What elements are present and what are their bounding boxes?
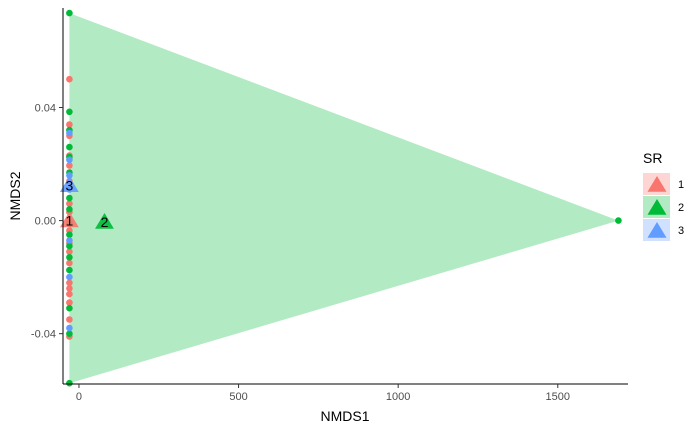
x-tick-label: 1000 — [386, 391, 410, 403]
x-tick-label: 0 — [76, 391, 82, 403]
centroid-label-sr1: 1 — [66, 213, 74, 229]
centroid-layer: 1 2 3 — [59, 176, 114, 230]
point-sr2-9 — [66, 231, 73, 238]
x-tick-label: 500 — [229, 391, 247, 403]
point-sr3-6 — [66, 324, 73, 332]
y-tick-label: 0.00 — [35, 216, 56, 228]
point-sr1-12 — [66, 259, 73, 267]
hull-group-2 — [69, 13, 619, 384]
x-ticks: 0 500 1000 1500 — [76, 384, 570, 403]
legend: SR 1 2 3 — [643, 150, 684, 241]
point-sr2-11 — [66, 253, 73, 261]
legend-label-sr2: 2 — [678, 202, 684, 214]
y-tick-label: 0.04 — [35, 103, 56, 115]
point-sr1-16 — [66, 299, 73, 306]
centroid-triangle-sr2 — [95, 213, 114, 229]
legend-label-sr3: 3 — [678, 225, 684, 237]
point-sr1-4 — [66, 162, 73, 169]
y-axis-title: NMDS2 — [7, 171, 23, 220]
point-sr2-12 — [66, 266, 73, 274]
hull-layer — [69, 13, 619, 384]
point-sr2-16 — [615, 217, 622, 224]
y-ticks: -0.04 0.00 0.04 — [31, 103, 63, 341]
point-sr1-17 — [66, 316, 73, 323]
legend-title: SR — [643, 150, 662, 166]
point-sr3-5 — [66, 273, 73, 281]
centroid-label-sr3: 3 — [66, 177, 74, 193]
point-sr2-0 — [66, 9, 73, 17]
legend-key-triangle-sr2 — [647, 199, 667, 215]
centroid-triangle-sr1 — [59, 211, 79, 228]
x-axis-title: NMDS1 — [320, 408, 369, 424]
point-sr3-2 — [66, 172, 73, 179]
point-sr3-1 — [66, 156, 73, 164]
legend-label-sr1: 1 — [678, 179, 684, 191]
x-tick-label: 1500 — [546, 391, 570, 403]
point-sr3-0 — [66, 129, 73, 137]
point-sr2-6 — [66, 194, 73, 202]
point-sr1-15 — [66, 290, 73, 298]
y-tick-label: -0.04 — [31, 329, 56, 341]
point-sr2-13 — [66, 304, 73, 312]
point-sr2-3 — [66, 143, 73, 151]
point-sr2-10 — [66, 242, 73, 250]
centroid-triangle-sr3 — [59, 176, 79, 192]
point-sr2-14 — [66, 330, 73, 338]
point-sr2-1 — [66, 108, 73, 116]
legend-key-triangle-sr1 — [647, 176, 667, 192]
point-sr3-4 — [66, 237, 73, 244]
point-sr1-0 — [66, 75, 73, 83]
point-sr2-15 — [66, 379, 73, 387]
legend-key-triangle-sr3 — [647, 222, 667, 238]
point-sr1-14 — [66, 285, 73, 292]
point-sr1-11 — [66, 248, 73, 255]
point-sr1-6 — [66, 200, 73, 207]
point-sr1-1 — [66, 121, 73, 128]
centroid-label-sr2: 2 — [101, 214, 109, 230]
point-sr2-7 — [66, 206, 73, 213]
axes — [62, 8, 628, 385]
point-sr1-13 — [66, 279, 73, 287]
